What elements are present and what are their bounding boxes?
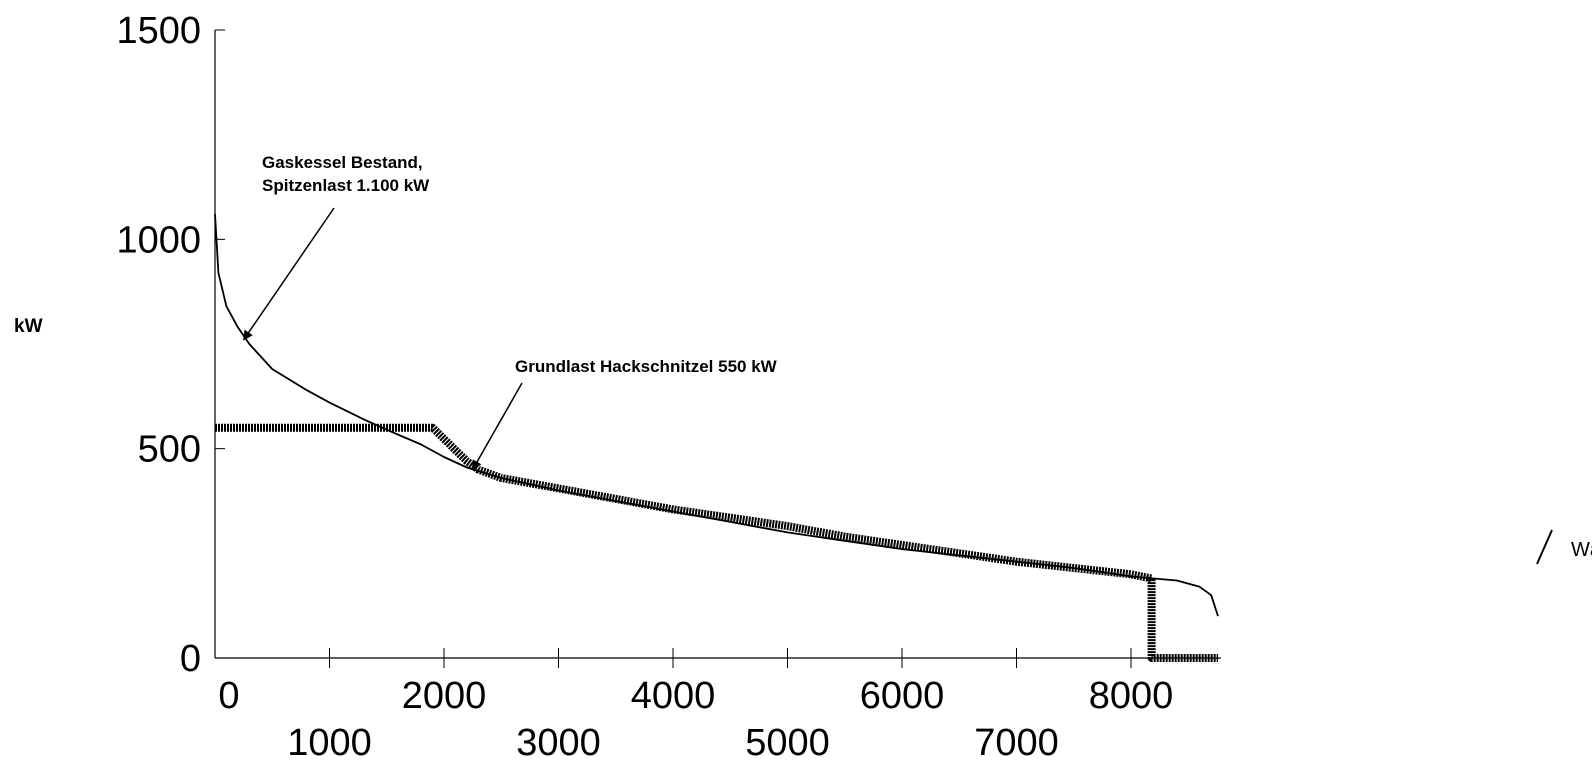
- y-axis-label: kW: [14, 316, 43, 337]
- legend-swatch: [1536, 529, 1553, 565]
- annotations: Gaskessel Bestand, Spitzenlast 1.100 kW Gr…: [243, 153, 778, 471]
- x-tick-label-upper: 0: [218, 675, 239, 717]
- x-tick-label-lower: 1000: [287, 722, 372, 764]
- annotation-text: Gaskessel Bestand,: [262, 153, 423, 172]
- y-tick-label: 0: [180, 638, 201, 680]
- series-lines: [214, 214, 1219, 662]
- x-tick-label-lower: 7000: [974, 722, 1059, 764]
- y-tick-label: 1500: [116, 10, 201, 52]
- heat-demand-line: [214, 214, 1219, 617]
- x-tick-label-upper: 8000: [1089, 675, 1174, 717]
- annotation-arrow: [243, 207, 335, 341]
- annotation-text: Spitzenlast 1.100 kW: [262, 176, 430, 195]
- x-tick-label-lower: 5000: [745, 722, 830, 764]
- axis-tick-labels: 0 500 1000 1500 0 2000 4000 6000 8000 1000 3000 500…: [116, 10, 1173, 764]
- x-tick-label-upper: 2000: [402, 675, 487, 717]
- x-tick-label-lower: 3000: [516, 722, 601, 764]
- annotation-text: Grundlast Hackschnitzel 550 kW: [515, 357, 778, 376]
- y-tick-label: 500: [138, 429, 201, 471]
- axis-ticks: [215, 29, 1132, 668]
- annotation-arrow: [471, 382, 523, 471]
- legend-label: Wärmebedarf: [1571, 539, 1592, 561]
- x-tick-label-upper: 6000: [860, 675, 945, 717]
- base-load-line: [215, 423, 1218, 662]
- y-tick-label: 1000: [116, 219, 201, 261]
- legend: Wärmebedarf: [1536, 529, 1592, 565]
- x-tick-label-upper: 4000: [631, 675, 716, 717]
- axes: [214, 30, 1221, 659]
